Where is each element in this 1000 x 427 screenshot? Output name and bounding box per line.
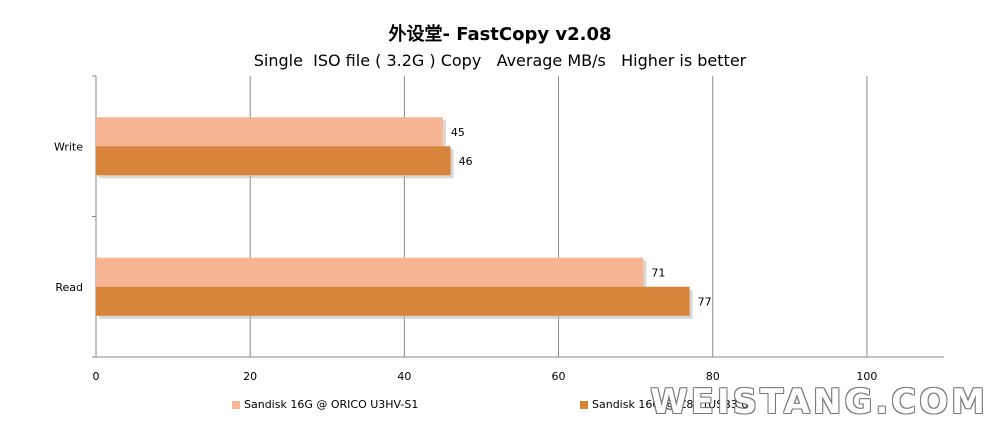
bar-value-label: 77 — [698, 295, 712, 308]
x-tick-label: 80 — [706, 370, 720, 383]
x-tick-label: 20 — [243, 370, 257, 383]
legend-item-orico: Sandisk 16G @ ORICO U3HV-S1 — [232, 398, 418, 411]
bar — [96, 257, 644, 287]
chart-title: 外设堂- FastCopy v2.08 — [388, 24, 612, 45]
bar-value-label: 46 — [459, 155, 473, 168]
watermark-logo: WEISTANG.COM — [650, 382, 988, 422]
bar-value-label: 45 — [451, 126, 465, 139]
bar — [96, 146, 451, 176]
legend-swatch-z87 — [580, 400, 588, 409]
bar — [96, 117, 443, 147]
legend-label-orico: Sandisk 16G @ ORICO U3HV-S1 — [244, 398, 419, 411]
legend-item-z87: Sandisk 16G @ Z87 (USB3.0) — [580, 398, 753, 411]
x-tick-label: 0 — [93, 370, 100, 383]
bar — [96, 286, 690, 316]
x-tick-label: 40 — [397, 370, 411, 383]
x-tick-label: 100 — [856, 370, 877, 383]
x-tick-label: 60 — [552, 370, 566, 383]
bar-value-label: 71 — [651, 266, 665, 279]
y-category-label: Write — [54, 140, 83, 153]
chart-subtitle: Single ISO file ( 3.2G ) Copy Average MB… — [253, 51, 747, 70]
y-category-label: Read — [55, 281, 83, 294]
legend-swatch-orico — [232, 400, 240, 409]
legend-label-z87: Sandisk 16G @ Z87 (USB3.0) — [592, 398, 753, 411]
